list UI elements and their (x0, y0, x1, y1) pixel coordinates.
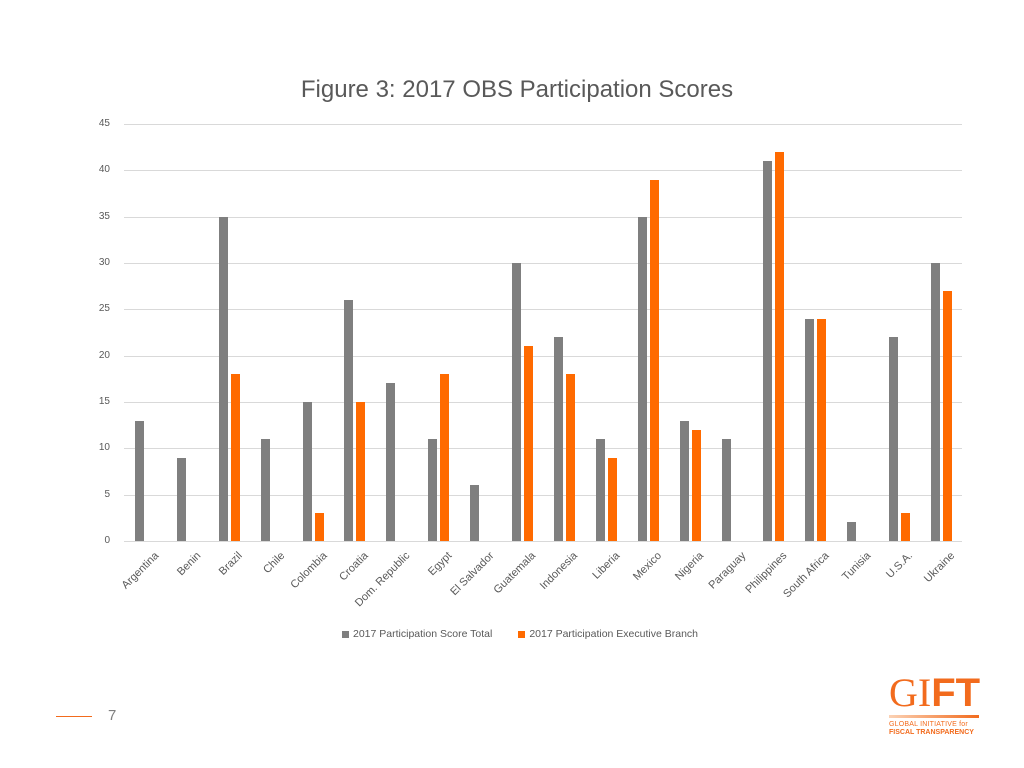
legend-label: 2017 Participation Executive Branch (529, 628, 698, 640)
bar-executive (356, 402, 365, 541)
gridline (124, 170, 962, 171)
bar-total (638, 217, 647, 541)
gridline (124, 309, 962, 310)
bar-executive (650, 180, 659, 541)
logo-wordmark: GIFT (889, 670, 981, 715)
x-tick-label: Croatia (336, 549, 371, 584)
x-tick-label: U.S.A. (884, 549, 916, 581)
x-tick-label: Chile (261, 549, 288, 576)
x-tick-label: Argentina (119, 549, 162, 592)
legend-swatch-icon (342, 630, 349, 638)
bar-executive (943, 291, 952, 541)
logo-tagline-2: FISCAL TRANSPARENCY (889, 729, 974, 736)
bar-total (763, 161, 772, 541)
bar-total (261, 439, 270, 541)
y-tick-label: 45 (98, 118, 110, 129)
bar-total (931, 263, 940, 541)
bar-executive (775, 152, 784, 541)
y-tick-label: 40 (98, 164, 110, 175)
bar-executive (440, 374, 449, 541)
legend-label: 2017 Participation Score Total (353, 628, 493, 640)
bar-executive (901, 513, 910, 541)
page-number: 7 (108, 707, 117, 724)
bar-total (722, 439, 731, 541)
bar-total (889, 337, 898, 541)
bar-executive (231, 374, 240, 541)
x-tick-label: Indonesia (538, 549, 581, 592)
y-tick-label: 30 (98, 257, 110, 268)
bar-executive (817, 319, 826, 541)
bar-total (680, 421, 689, 541)
gridline (124, 495, 962, 496)
x-tick-label: Colombia (287, 549, 330, 592)
legend-item: 2017 Participation Score Total (342, 628, 492, 640)
x-tick-label: Brazil (217, 549, 246, 578)
x-tick-label: El Salvador (447, 549, 497, 599)
bar-total (303, 402, 312, 541)
y-tick-label: 10 (98, 442, 110, 453)
bar-total (596, 439, 605, 541)
x-tick-label: Nigeria (673, 549, 707, 583)
y-tick-label: 20 (98, 350, 110, 361)
x-tick-label: Ukraine (921, 549, 958, 586)
bar-total (554, 337, 563, 541)
bar-total (386, 383, 395, 541)
x-tick-label: Egypt (425, 549, 455, 579)
gridline (124, 448, 962, 449)
x-tick-label: Guatemala (491, 549, 539, 597)
gridline (124, 356, 962, 357)
x-tick-label: Liberia (590, 549, 623, 582)
gridline (124, 124, 962, 125)
bar-total (344, 300, 353, 541)
x-tick-label: Paraguay (706, 549, 749, 592)
logo-divider (889, 715, 979, 718)
gridline (124, 541, 962, 542)
bar-executive (692, 430, 701, 541)
bar-executive (608, 458, 617, 541)
bar-executive (524, 346, 533, 541)
y-tick-label: 15 (98, 396, 110, 407)
y-tick-label: 35 (98, 211, 110, 222)
bar-total (470, 485, 479, 541)
gridline (124, 217, 962, 218)
logo-tagline-1: GLOBAL INITIATIVE for (889, 721, 968, 728)
gridline (124, 402, 962, 403)
bar-total (512, 263, 521, 541)
x-tick-label: Benin (174, 549, 204, 579)
x-tick-label: Mexico (631, 549, 665, 583)
legend-swatch-icon (518, 630, 526, 638)
bar-executive (566, 374, 575, 541)
bar-total (428, 439, 437, 541)
bar-total (177, 458, 186, 541)
y-tick-label: 5 (104, 489, 110, 500)
x-tick-label: Tunisia (839, 549, 874, 584)
bar-total (805, 319, 814, 541)
y-tick-label: 25 (98, 303, 110, 314)
chart-legend: 2017 Participation Score Total 2017 Parti… (0, 628, 1024, 641)
bar-total (135, 421, 144, 541)
legend-item: 2017 Participation Executive Branch (518, 628, 698, 640)
gift-logo: GIFT GLOBAL INITIATIVE for FISCAL TRANSP… (889, 670, 981, 737)
chart-title: Figure 3: 2017 OBS Participation Scores (300, 76, 734, 103)
gridline (124, 263, 962, 264)
bar-total (219, 217, 228, 541)
y-tick-label: 0 (104, 535, 110, 546)
bar-executive (315, 513, 324, 541)
bar-total (847, 522, 856, 541)
footer-divider (56, 716, 92, 717)
